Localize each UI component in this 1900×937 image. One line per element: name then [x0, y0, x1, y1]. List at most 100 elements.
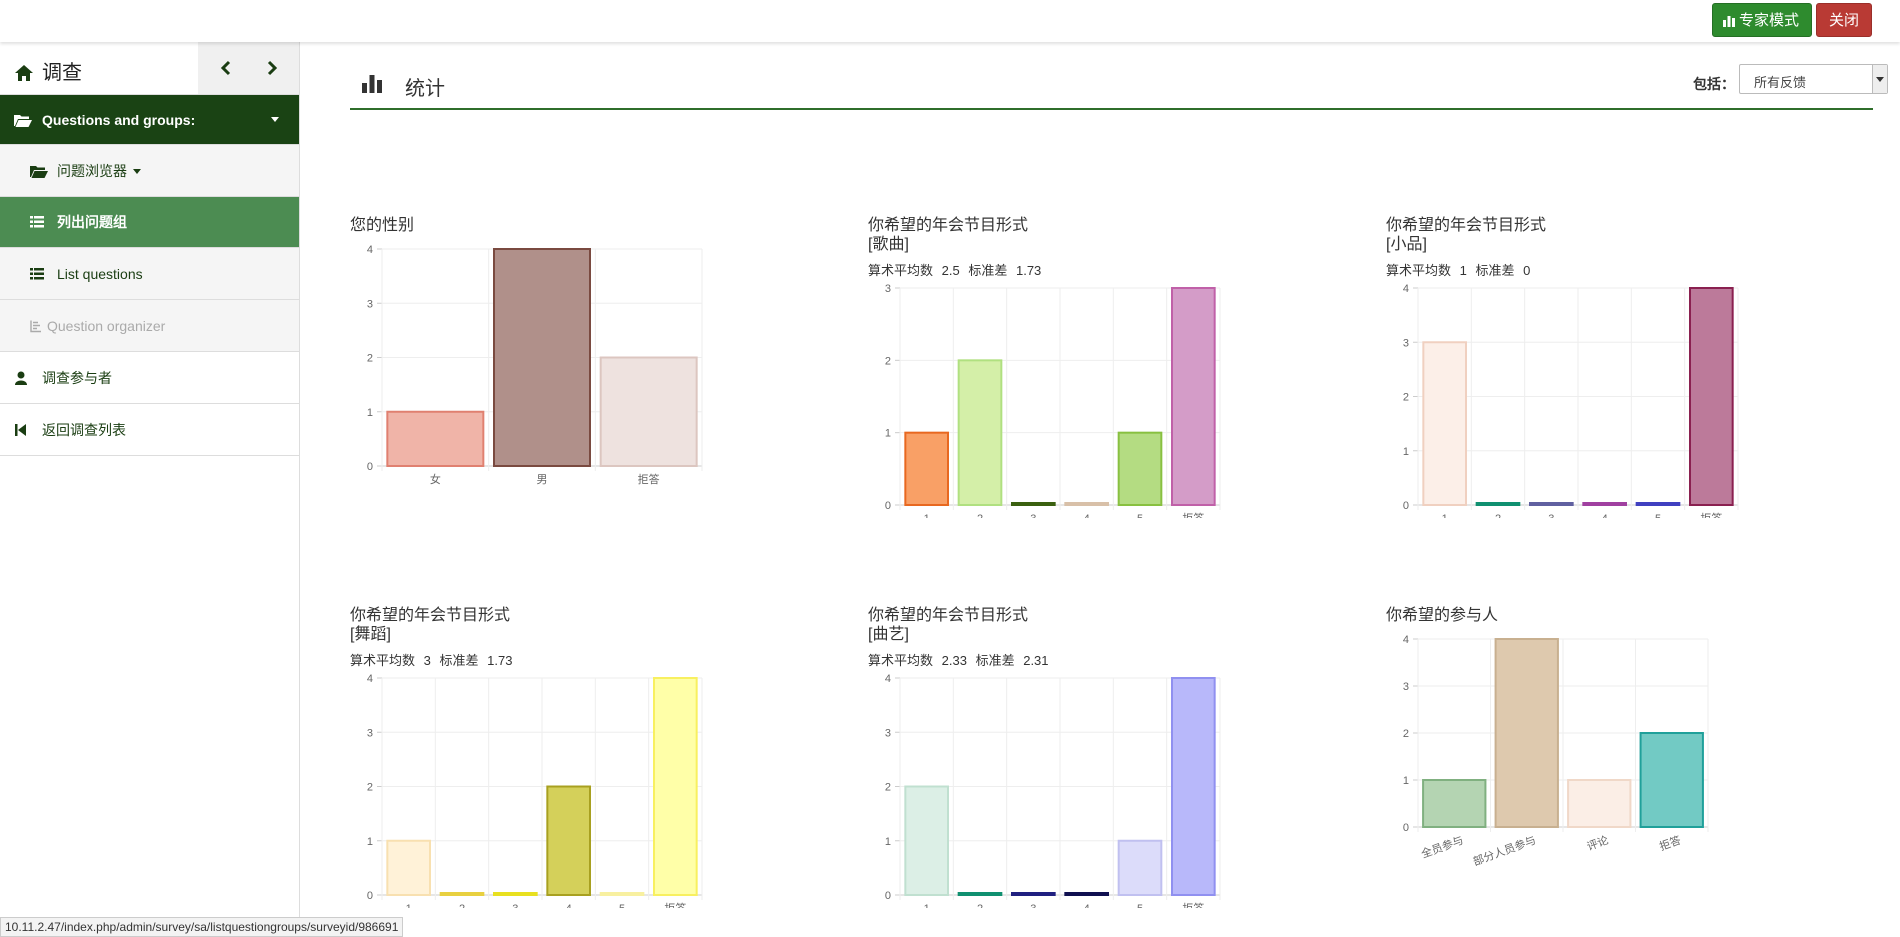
- bar: [1689, 287, 1734, 506]
- x-tick-label: 5: [619, 903, 625, 908]
- sidebar-item-list-question-groups[interactable]: 列出问题组: [0, 197, 299, 248]
- chart-title-line: 您的性别: [350, 217, 415, 234]
- x-tick-label: 拒答: [1182, 511, 1204, 518]
- chart-title-line: [小品]: [1386, 236, 1427, 253]
- bar: [1475, 502, 1521, 506]
- chart-title-line: [歌曲]: [868, 236, 909, 253]
- x-tick-label: 5: [1137, 903, 1143, 908]
- bar-chart-svg: 0 1 2 3 4 女 男 拒答: [367, 244, 703, 486]
- bar-chart-svg: 0 1 2 3 4 1 2 3 4 5 拒答: [885, 673, 1221, 908]
- bar: [1011, 892, 1056, 896]
- sd-label: 标准差: [439, 653, 479, 668]
- chart-title-line: 你希望的年会节目形式: [868, 217, 1029, 234]
- bar: [904, 785, 949, 896]
- sidebar-title[interactable]: 调查: [14, 56, 82, 85]
- chart-title-line: 你希望的参与人: [1386, 607, 1499, 624]
- sd-label: 标准差: [968, 263, 1008, 278]
- x-tick-label: 2: [977, 513, 983, 518]
- sd-value: 1.73: [487, 653, 513, 668]
- bar: [546, 785, 591, 896]
- y-tick-label: 3: [367, 298, 373, 310]
- y-tick-label: 3: [1403, 681, 1409, 693]
- bar: [599, 892, 645, 896]
- close-button[interactable]: 关闭: [1816, 3, 1872, 37]
- sidebar-item-label: 列出问题组: [57, 214, 127, 230]
- chart-participants: 你希望的参与人 0 1 2 3 4 全员参与 部分人员参与 评论 拒答: [1386, 606, 1746, 915]
- organizer-icon: [30, 320, 41, 332]
- bar: [1529, 502, 1574, 506]
- sidebar-item-list-questions[interactable]: List questions: [0, 248, 299, 300]
- page-title: 统计: [405, 78, 445, 100]
- x-tick-label: 部分人员参与: [1471, 833, 1538, 869]
- chevron-left-icon[interactable]: [216, 58, 236, 78]
- x-tick-label: 4: [1084, 903, 1090, 908]
- bar-chart-icon: [362, 75, 382, 93]
- y-tick-label: 2: [1403, 728, 1409, 740]
- question-explorer-text: 问题浏览器: [57, 162, 127, 179]
- list-icon: [30, 267, 44, 279]
- chart-stats: 算术平均数 2.33 标准差 2.31: [868, 650, 1228, 668]
- y-tick-label: 0: [885, 890, 891, 902]
- sidebar-item-survey-participants[interactable]: 调查参与者: [0, 352, 299, 404]
- bar: [957, 892, 1003, 896]
- sidebar-item-label: 问题浏览器: [57, 161, 141, 181]
- sidebar-item-question-explorer[interactable]: 问题浏览器: [0, 145, 299, 197]
- sd-value: 2.31: [1023, 653, 1049, 668]
- mean-label: 算术平均数: [350, 653, 416, 668]
- sidebar-item-label: List questions: [57, 265, 143, 282]
- x-tick-label: 2: [459, 903, 465, 908]
- status-bar-url: 10.11.2.47/index.php/admin/survey/sa/lis…: [0, 917, 404, 937]
- sidebar-item-questions-and-groups[interactable]: Questions and groups:: [0, 95, 299, 145]
- y-tick-label: 1: [1403, 775, 1409, 787]
- bar: [1117, 839, 1163, 896]
- home-icon: [15, 65, 33, 81]
- x-tick-label: 1: [924, 903, 930, 908]
- x-tick-label: 1: [406, 903, 412, 908]
- y-tick-label: 3: [1403, 337, 1409, 349]
- expert-mode-button[interactable]: 专家模式: [1712, 3, 1812, 37]
- x-tick-label: 男: [537, 474, 548, 486]
- y-tick-label: 0: [367, 890, 373, 902]
- chevron-down-icon: [1872, 65, 1887, 93]
- bar: [493, 248, 591, 467]
- sidebar-item-back-to-survey-list[interactable]: 返回调查列表: [0, 404, 299, 456]
- chart-title: 你希望的年会节目形式 [曲艺]: [868, 606, 1228, 644]
- mean-value: 2.33: [941, 653, 967, 668]
- bar: [1422, 779, 1487, 828]
- x-tick-label: 2: [1495, 513, 1501, 518]
- bar: [493, 892, 538, 896]
- y-tick-label: 0: [367, 461, 373, 473]
- bar: [1011, 502, 1056, 506]
- x-tick-label: 3: [512, 903, 518, 908]
- y-tick-label: 3: [367, 727, 373, 739]
- y-tick-label: 1: [1403, 446, 1409, 458]
- bar: [1582, 502, 1627, 506]
- y-tick-label: 0: [1403, 500, 1409, 512]
- y-tick-label: 2: [367, 353, 373, 365]
- x-tick-label: 评论: [1585, 833, 1610, 854]
- y-tick-label: 3: [885, 727, 891, 739]
- sidebar-item-question-organizer: Question organizer: [0, 300, 299, 352]
- chart-title: 你希望的年会节目形式 [小品]: [1386, 216, 1746, 254]
- mean-label: 算术平均数: [1386, 263, 1452, 278]
- bar: [1117, 431, 1163, 507]
- x-tick-label: 拒答: [664, 901, 686, 908]
- y-tick-label: 4: [367, 244, 373, 256]
- y-tick-label: 2: [885, 782, 891, 794]
- include-filter-select[interactable]: 所有反馈: [1739, 64, 1888, 94]
- bar: [1494, 638, 1559, 828]
- bar: [957, 359, 1003, 507]
- chart-songs: 你希望的年会节目形式 [歌曲] 算术平均数 2.5 标准差 1.73 0 1 2 3 1…: [868, 216, 1228, 518]
- y-tick-label: 1: [367, 407, 373, 419]
- mean-label: 算术平均数: [868, 653, 934, 668]
- expert-mode-label: 专家模式: [1739, 12, 1800, 29]
- bar-chart-svg: 0 1 2 3 4 全员参与 部分人员参与 评论 拒答: [1403, 634, 1709, 869]
- chart-skits: 你希望的年会节目形式 [小品] 算术平均数 1 标准差 0 0 1 2 3 4 1 2 3 4 5…: [1386, 216, 1746, 518]
- x-tick-label: 拒答: [1182, 901, 1204, 908]
- sidebar-title-text: 调查: [42, 62, 82, 84]
- chart-title: 您的性别: [350, 216, 710, 235]
- chart-stats: 算术平均数 3 标准差 1.73: [350, 650, 710, 668]
- y-tick-label: 1: [885, 428, 891, 440]
- chevron-right-icon[interactable]: [262, 58, 282, 78]
- x-tick-label: 3: [1030, 513, 1036, 518]
